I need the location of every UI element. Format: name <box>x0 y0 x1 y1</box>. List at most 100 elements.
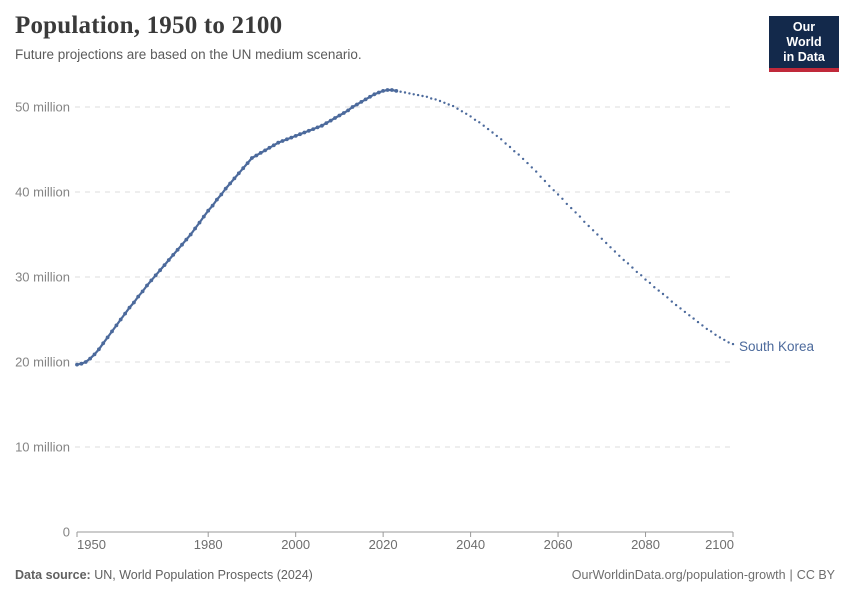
y-tick-label: 30 million <box>15 270 70 285</box>
projection-dot <box>666 296 669 299</box>
projection-dot <box>486 127 490 131</box>
projection-dot <box>535 170 538 173</box>
projection-dot <box>626 262 630 265</box>
projection-dot <box>640 274 643 277</box>
projection-dot <box>657 289 660 292</box>
data-point-marker <box>385 88 390 92</box>
data-point-marker <box>250 156 254 160</box>
projection-dot <box>469 115 472 118</box>
data-point-marker <box>267 145 272 150</box>
data-point-marker <box>298 132 302 137</box>
projection-dot <box>591 229 595 232</box>
data-source-value: UN, World Population Prospects (2024) <box>94 568 313 582</box>
chart-header: Population, 1950 to 2100 Future projecti… <box>15 12 362 62</box>
y-tick-label: 40 million <box>15 185 70 200</box>
series-projection[interactable] <box>399 90 735 346</box>
projection-dot <box>456 107 459 110</box>
data-point-marker <box>328 118 333 123</box>
projection-dot <box>718 336 722 339</box>
projection-dot <box>622 258 625 262</box>
data-source: Data source: UN, World Population Prospe… <box>15 568 313 582</box>
data-point-marker <box>219 192 224 197</box>
projection-dot <box>692 317 695 320</box>
projection-dot <box>670 300 673 303</box>
data-point-marker <box>175 247 180 252</box>
data-point-marker <box>236 171 241 176</box>
projection-dot <box>438 99 442 103</box>
data-point-marker <box>341 111 346 115</box>
projection-dot <box>504 142 507 145</box>
projection-dot <box>556 193 560 196</box>
projection-dot <box>526 161 529 165</box>
projection-dot <box>705 327 708 331</box>
projection-dot <box>517 153 520 156</box>
data-point-marker <box>215 197 219 202</box>
series-historical[interactable] <box>75 88 399 367</box>
data-point-marker <box>258 151 263 155</box>
chart-footer: Data source: UN, World Population Prospe… <box>15 568 835 582</box>
projection-dot <box>530 166 533 169</box>
projection-dot <box>408 92 411 95</box>
data-point-marker <box>276 140 281 145</box>
x-tick-label: 2080 <box>631 537 660 552</box>
data-point-marker <box>228 181 233 186</box>
owid-logo-line2: in Data <box>783 50 825 64</box>
data-point-marker <box>127 305 132 310</box>
owid-logo[interactable]: Our World in Data <box>769 16 839 72</box>
data-point-marker <box>363 97 368 102</box>
projection-dot <box>508 145 512 149</box>
projection-dot <box>701 324 704 327</box>
projection-dot <box>539 175 542 178</box>
historical-line <box>75 88 398 366</box>
projection-dot <box>521 157 525 161</box>
projection-dot <box>565 202 568 206</box>
footer-separator: | <box>789 568 793 582</box>
data-point-marker <box>241 166 246 171</box>
projection-dot <box>548 184 551 188</box>
projection-dot <box>495 134 498 138</box>
projection-dot <box>596 233 599 236</box>
data-point-marker <box>293 134 298 138</box>
license-link[interactable]: CC BY <box>796 568 835 582</box>
y-tick-label: 20 million <box>15 355 70 370</box>
projection-dot <box>482 124 485 127</box>
y-tick-label: 0 <box>63 525 70 540</box>
data-point-marker <box>223 186 228 191</box>
projection-dot <box>653 286 656 289</box>
projection-dot <box>443 101 446 105</box>
projection-dot <box>416 93 420 97</box>
data-point-marker <box>280 139 285 143</box>
data-point-marker <box>346 108 350 113</box>
data-point-marker <box>206 208 211 213</box>
data-point-marker <box>324 121 329 125</box>
entity-label[interactable]: South Korea <box>739 339 815 354</box>
data-point-marker <box>376 90 381 95</box>
projection-dot <box>723 338 726 342</box>
projection-dot <box>451 104 455 108</box>
projection-dot <box>714 333 717 336</box>
data-point-marker <box>390 88 394 92</box>
projection-dot <box>600 237 603 240</box>
x-tick-label: 2060 <box>544 537 573 552</box>
projection-dot <box>473 118 477 122</box>
data-point-marker <box>263 148 267 153</box>
x-tick-label: 2000 <box>281 537 310 552</box>
projection-dot <box>478 121 481 124</box>
data-point-marker <box>114 323 119 328</box>
owid-url-link[interactable]: OurWorldinData.org/population-growth <box>571 568 786 582</box>
chart-subtitle: Future projections are based on the UN m… <box>15 47 362 62</box>
data-point-marker <box>110 329 114 334</box>
projection-dot <box>648 281 652 285</box>
data-point-marker <box>123 311 127 316</box>
projection-dot <box>500 138 503 141</box>
data-point-marker <box>210 203 215 208</box>
data-point-marker <box>166 258 171 262</box>
data-point-marker <box>254 153 259 158</box>
data-point-marker <box>75 362 79 367</box>
data-point-marker <box>359 100 364 104</box>
projection-dot <box>609 246 612 249</box>
data-point-marker <box>88 356 92 361</box>
projection-dot <box>561 197 564 200</box>
data-point-marker <box>145 283 149 288</box>
